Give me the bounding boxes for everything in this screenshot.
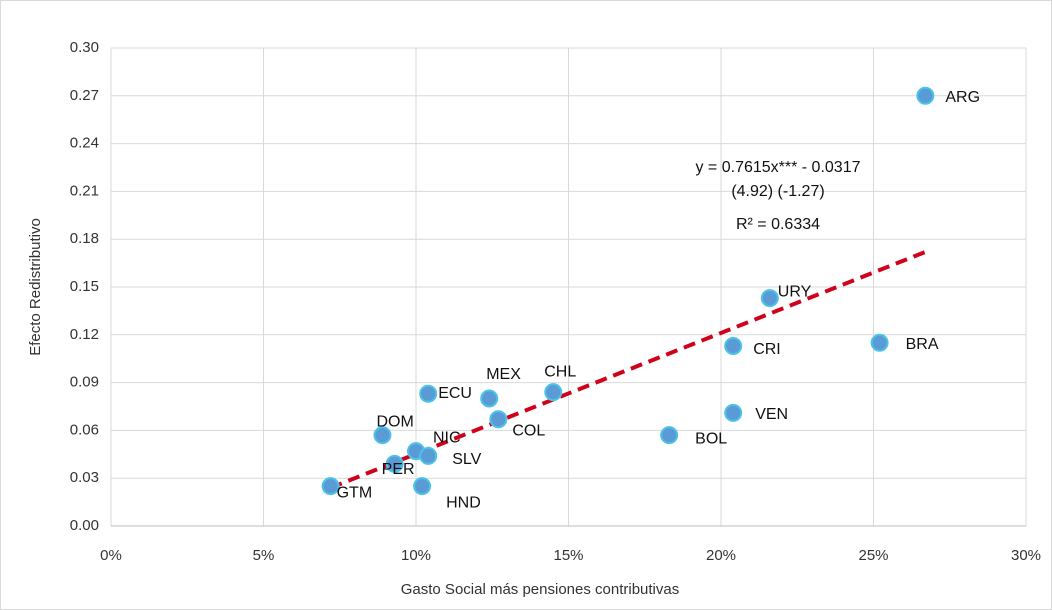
- point: [489, 410, 508, 429]
- point-label: BOL: [695, 430, 727, 447]
- point-label: GTM: [337, 484, 373, 501]
- x-tick-label: 20%: [706, 547, 736, 564]
- point: [413, 477, 432, 496]
- point: [544, 383, 563, 402]
- point-label: PER: [382, 461, 415, 478]
- y-tick-label: 0.30: [70, 39, 99, 56]
- point-label: SLV: [452, 451, 481, 468]
- x-tick-label: 0%: [100, 547, 122, 564]
- point: [419, 446, 438, 465]
- y-tick-label: 0.00: [70, 517, 99, 534]
- x-tick-label: 25%: [858, 547, 888, 564]
- point: [916, 86, 935, 105]
- point-label: MEX: [486, 366, 521, 383]
- x-tick-label: 30%: [1011, 547, 1041, 564]
- point: [385, 454, 404, 473]
- equation: R² = 0.6334: [736, 216, 820, 233]
- point-label: DOM: [376, 413, 413, 430]
- y-tick-label: 0.03: [70, 469, 99, 486]
- point-label: CRI: [753, 341, 781, 358]
- point-label: COL: [512, 422, 545, 439]
- point-label: BRA: [906, 336, 939, 353]
- y-tick-label: 0.24: [70, 135, 99, 152]
- y-tick-label: 0.18: [70, 230, 99, 247]
- y-tick-label: 0.09: [70, 374, 99, 391]
- y-tick-label: 0.06: [70, 421, 99, 438]
- x-tick-label: 15%: [553, 547, 583, 564]
- point: [480, 389, 499, 408]
- point: [760, 289, 779, 308]
- point-label: ARG: [945, 89, 980, 106]
- point: [870, 333, 889, 352]
- point: [373, 426, 392, 445]
- point-label: CHL: [544, 363, 576, 380]
- y-tick-label: 0.15: [70, 278, 99, 295]
- point: [724, 336, 743, 355]
- point-label: HND: [446, 494, 481, 511]
- point: [419, 384, 438, 403]
- equation: y = 0.7615x*** - 0.0317: [695, 159, 860, 176]
- y-tick-label: 0.27: [70, 87, 99, 104]
- x-axis-title: Gasto Social más pensiones contributivas: [401, 581, 679, 598]
- point: [724, 403, 743, 422]
- y-tick-label: 0.12: [70, 326, 99, 343]
- point: [321, 477, 340, 496]
- point-label: VEN: [755, 406, 788, 423]
- x-tick-label: 10%: [401, 547, 431, 564]
- y-tick-label: 0.21: [70, 182, 99, 199]
- x-tick-label: 5%: [253, 547, 275, 564]
- point: [660, 426, 679, 445]
- equation: (4.92) (-1.27): [731, 183, 824, 200]
- y-axis-title: Efecto Redistributivo: [27, 218, 44, 356]
- point-label: URY: [778, 283, 812, 300]
- point-label: NIC: [433, 429, 461, 446]
- point-label: ECU: [438, 385, 472, 402]
